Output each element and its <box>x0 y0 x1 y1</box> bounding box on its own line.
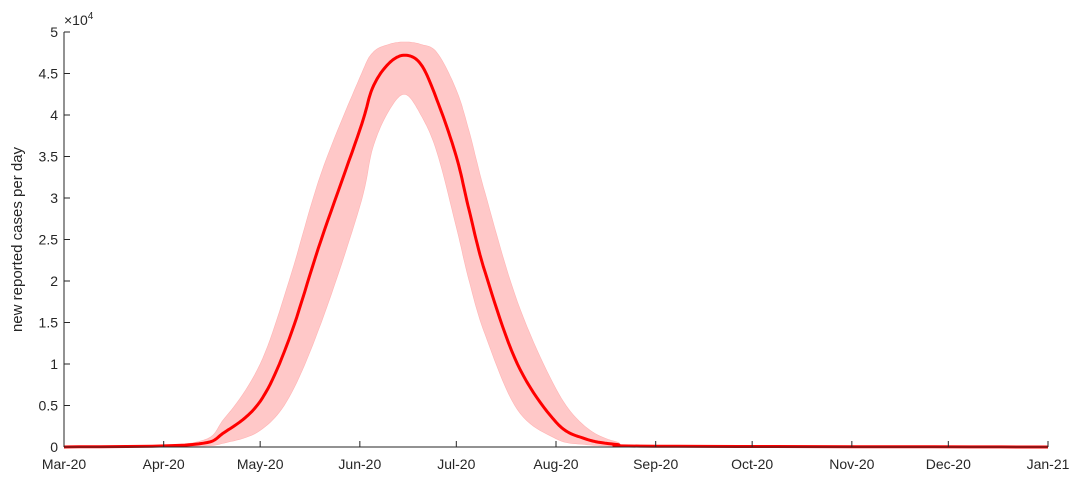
y-tick-label: 1.5 <box>39 315 59 331</box>
mean-line <box>63 53 1048 449</box>
y-exponent-power: 4 <box>88 11 94 22</box>
y-tick-label: 3 <box>50 190 58 206</box>
x-tick-label: May-20 <box>237 456 284 472</box>
y-ticks: 0 0.5 1 1.5 2 2.5 3 3.5 4 4.5 5 <box>39 24 70 455</box>
uncertainty-band <box>63 41 1049 448</box>
x-tick-label: Oct-20 <box>731 456 773 472</box>
x-tick-label: Mar-20 <box>42 456 87 472</box>
axes-layer <box>63 32 1048 448</box>
mean-line-layer <box>63 53 1048 449</box>
x-tick-label: Jul-20 <box>437 456 475 472</box>
y-tick-label: 2.5 <box>39 232 59 248</box>
y-tick-label: 4.5 <box>39 66 59 82</box>
y-tick-label: 0.5 <box>39 398 59 414</box>
y-tick-label: 5 <box>50 24 58 40</box>
x-tick-label: Apr-20 <box>143 456 185 472</box>
y-axis-label: new reported cases per day <box>9 146 26 332</box>
x-tick-label: Jan-21 <box>1027 456 1070 472</box>
x-tick-label: Sep-20 <box>633 456 678 472</box>
y-exponent-label: ×104 <box>64 11 94 28</box>
x-tick-label: Aug-20 <box>533 456 578 472</box>
x-ticks: Mar-20 Apr-20 May-20 Jun-20 Jul-20 Aug-20 Sep-… <box>42 441 1070 472</box>
x-tick-label: Jun-20 <box>338 456 381 472</box>
x-tick-label: Nov-20 <box>829 456 874 472</box>
uncertainty-band-layer <box>63 41 1049 448</box>
y-tick-label: 4 <box>50 107 58 123</box>
y-tick-label: 3.5 <box>39 149 59 165</box>
y-tick-label: 1 <box>50 356 58 372</box>
y-exponent-base: ×10 <box>64 12 88 28</box>
x-tick-label: Dec-20 <box>926 456 971 472</box>
y-tick-label: 2 <box>50 273 58 289</box>
y-tick-label: 0 <box>50 439 58 455</box>
